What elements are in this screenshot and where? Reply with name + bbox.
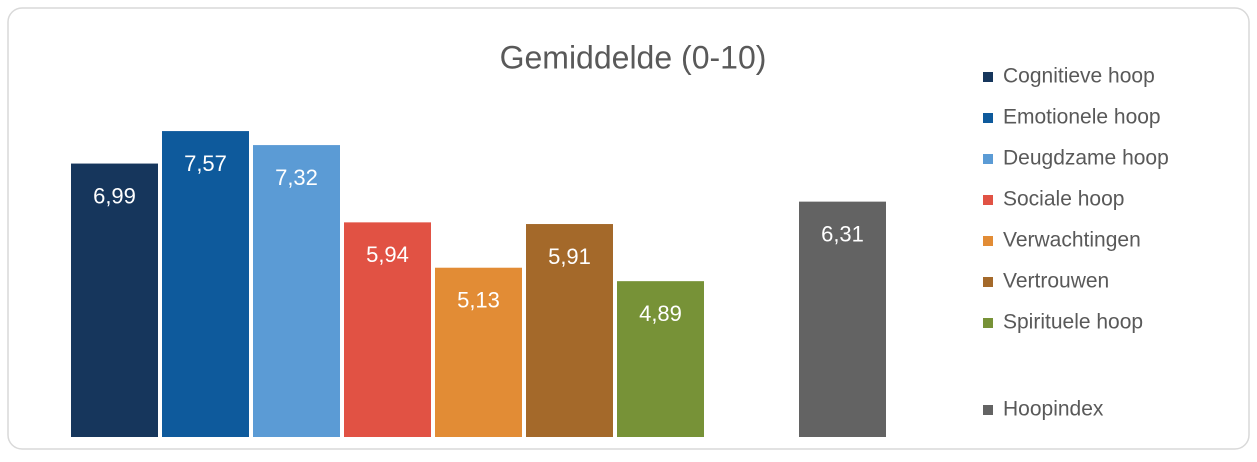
legend-swatch [983, 405, 993, 415]
legend-swatch [983, 195, 993, 205]
data-label: 6,31 [821, 221, 864, 246]
data-label: 5,13 [457, 288, 500, 313]
legend-label: Deugdzame hoop [1003, 147, 1169, 170]
legend-swatch [983, 277, 993, 287]
data-label: 6,99 [93, 183, 136, 208]
bar [526, 224, 613, 437]
legend-label: Verwachtingen [1003, 229, 1141, 252]
bar [617, 281, 704, 437]
bar [435, 267, 522, 437]
data-label: 4,89 [639, 301, 682, 326]
data-label: 5,91 [548, 244, 591, 269]
legend-label: Sociale hoop [1003, 188, 1124, 211]
legend-label: Emotionele hoop [1003, 106, 1161, 129]
bar [344, 222, 431, 437]
legend-label: Spirituele hoop [1003, 311, 1143, 334]
legend-swatch [983, 113, 993, 123]
legend-swatch [983, 318, 993, 328]
bar [799, 201, 886, 437]
data-label: 5,94 [366, 242, 409, 267]
data-label: 7,57 [184, 151, 227, 176]
legend-label: Hoopindex [1003, 398, 1104, 421]
legend-label: Vertrouwen [1003, 270, 1109, 293]
bar [71, 163, 158, 437]
chart-title: Gemiddelde (0-10) [500, 39, 767, 75]
legend-swatch [983, 154, 993, 164]
bar [253, 145, 340, 437]
bar [162, 131, 249, 437]
legend-swatch [983, 72, 993, 82]
data-label: 7,32 [275, 165, 318, 190]
legend-swatch [983, 236, 993, 246]
legend-label: Cognitieve hoop [1003, 65, 1155, 88]
